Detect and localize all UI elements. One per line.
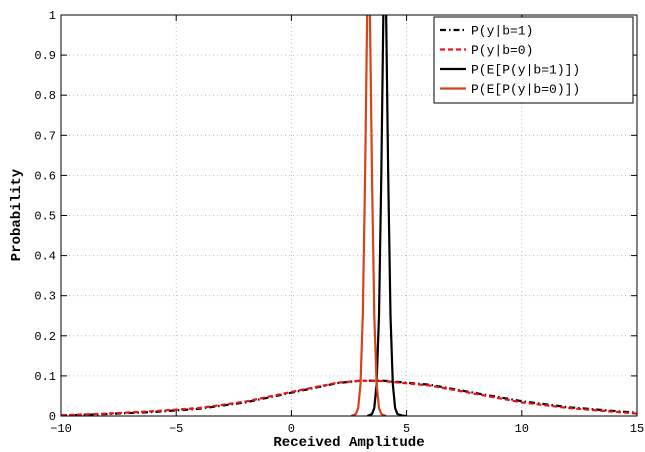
y-tick-label: 0.8: [34, 89, 56, 103]
legend-label-2: P(y|b=0): [471, 43, 533, 58]
x-tick-label: 10: [515, 422, 529, 436]
x-tick-label: 0: [288, 422, 295, 436]
legend-label-4: P(E[P(y|b=0)]): [471, 82, 580, 97]
series-line-3: [366, 15, 407, 416]
tick-labels: −10 −5 0 5 10 15 0 0.1 0.2 0.3 0.4 0.5 0.6 0.7 0.8 0.9 1: [34, 9, 644, 436]
y-tick-label: 0.9: [34, 49, 56, 63]
y-tick-label: 0.1: [34, 370, 56, 384]
axis-ticks: [60, 14, 638, 417]
y-tick-label: 0.5: [34, 210, 56, 224]
x-axis-label: Received Amplitude: [273, 435, 424, 451]
x-tick-label: 15: [630, 422, 644, 436]
y-tick-label: 0: [49, 410, 56, 424]
legend-label-3: P(E[P(y|b=1)]): [471, 63, 580, 78]
y-tick-label: 0.7: [34, 129, 56, 143]
y-tick-label: 1: [49, 9, 56, 23]
y-axis-label: Probability: [9, 168, 25, 261]
y-tick-label: 0.6: [34, 169, 56, 183]
legend-box: [433, 16, 634, 104]
x-tick-label: 5: [403, 422, 410, 436]
legend: P(y|b=1) P(y|b=0) P(E[P(y|b=1)]) P(E[P(y|b=…: [433, 16, 634, 104]
series-layer: [61, 15, 637, 416]
series-line-4: [350, 15, 387, 416]
y-tick-label: 0.3: [34, 290, 56, 304]
series-line-2: [61, 379, 637, 416]
x-tick-label: −10: [50, 422, 72, 436]
legend-label-1: P(y|b=1): [471, 24, 533, 39]
x-tick-label: −5: [169, 422, 183, 436]
y-tick-label: 0.4: [34, 250, 56, 264]
y-tick-label: 0.2: [34, 330, 56, 344]
